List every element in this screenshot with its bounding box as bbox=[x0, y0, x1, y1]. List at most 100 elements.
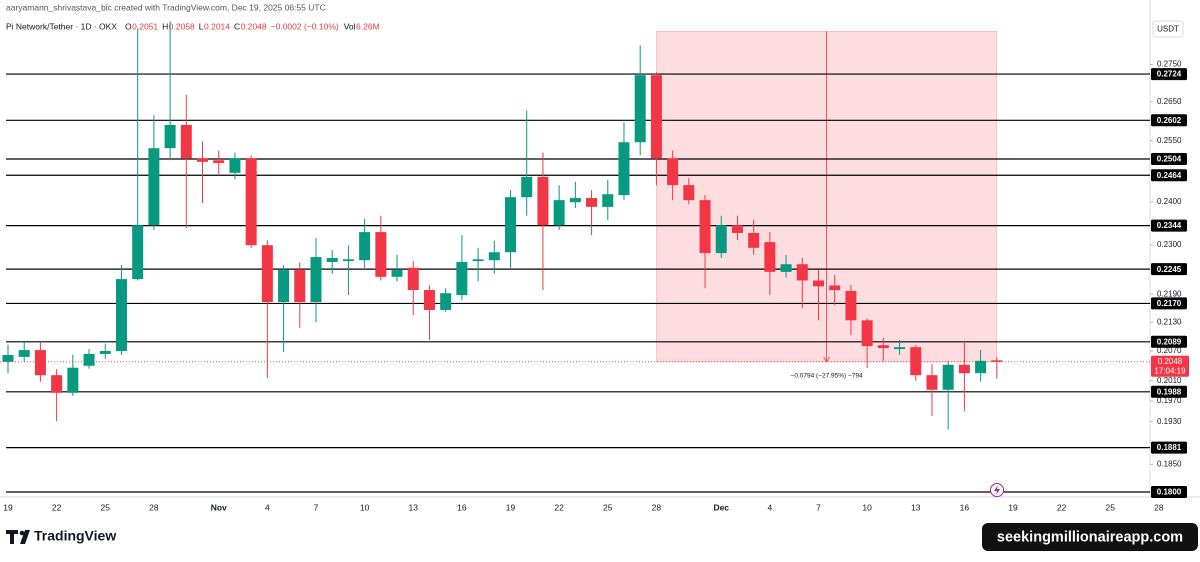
x-tick-label: 19 bbox=[506, 502, 516, 512]
candle-body bbox=[602, 194, 614, 207]
candle-body bbox=[164, 124, 176, 149]
candle-body bbox=[586, 198, 598, 207]
candle-body bbox=[764, 242, 776, 272]
x-tick-label: 10 bbox=[360, 502, 370, 512]
candle-body bbox=[683, 185, 695, 201]
candle-body bbox=[537, 176, 549, 226]
x-tick-label: 10 bbox=[862, 502, 872, 512]
level-badge bbox=[1151, 169, 1187, 182]
candle-body bbox=[456, 261, 468, 296]
level-badge bbox=[1151, 263, 1187, 276]
level-badge bbox=[1151, 441, 1187, 454]
candle-body bbox=[213, 160, 225, 164]
candle-body bbox=[423, 290, 435, 310]
level-badge bbox=[1151, 114, 1187, 127]
level-label: 0.2504 bbox=[1157, 155, 1182, 164]
level-label: 0.1800 bbox=[1157, 488, 1182, 497]
y-tick-label: 0.2650 bbox=[1157, 97, 1182, 106]
legend-change: −0.0002 (−0.10%) bbox=[271, 21, 339, 31]
candle-body bbox=[326, 257, 338, 262]
watermark-box bbox=[982, 523, 1198, 551]
candle-body bbox=[894, 347, 906, 350]
measure-label: −0.0794 (−27.95%) −794 bbox=[791, 373, 863, 380]
level-label: 0.2724 bbox=[1157, 70, 1182, 79]
candle-body bbox=[569, 198, 581, 203]
candle-body bbox=[180, 124, 192, 159]
candle-body bbox=[342, 259, 354, 262]
candle-body bbox=[958, 364, 970, 374]
candle-body bbox=[942, 364, 954, 390]
candle-body bbox=[877, 345, 889, 349]
candle-body bbox=[553, 200, 565, 226]
level-label: 0.2245 bbox=[1157, 265, 1182, 274]
legend-value: 0.2051 bbox=[132, 21, 158, 31]
brand-logo bbox=[6, 530, 30, 544]
plot-area: −0.0794 (−27.95%) −794 bbox=[0, 21, 1150, 493]
candle-body bbox=[796, 264, 808, 281]
x-tick-label: 7 bbox=[314, 502, 319, 512]
currency: USDT bbox=[1157, 25, 1179, 34]
candle-body bbox=[699, 200, 711, 254]
level-label: 0.2602 bbox=[1157, 116, 1182, 125]
candle-body bbox=[521, 176, 533, 198]
candle-body bbox=[99, 351, 111, 354]
candle-body bbox=[926, 375, 938, 390]
level-badge bbox=[1151, 385, 1187, 398]
candle-body bbox=[391, 270, 403, 277]
y-tick-label: 0.1850 bbox=[1157, 459, 1182, 468]
y-tick-label: 0.1970 bbox=[1157, 396, 1182, 405]
candle-body bbox=[51, 375, 63, 393]
watermark: seekingmillionaireapp.com bbox=[997, 529, 1183, 545]
candle-body bbox=[278, 270, 290, 303]
candle-body bbox=[18, 350, 30, 357]
candle-body bbox=[634, 75, 646, 143]
y-tick-label: 0.2750 bbox=[1157, 60, 1182, 69]
x-tick-label: 22 bbox=[1057, 502, 1067, 512]
x-tick-label: 4 bbox=[265, 502, 270, 512]
candle-body bbox=[197, 158, 209, 162]
chart-title: Pi Network/Tether · 1D · OKX bbox=[6, 21, 117, 31]
candle-body bbox=[618, 142, 630, 196]
measure-arrowhead bbox=[823, 356, 830, 363]
y-tick-label: 0.2400 bbox=[1157, 197, 1182, 206]
x-tick-label: 28 bbox=[652, 502, 662, 512]
x-tick-label: 7 bbox=[816, 502, 821, 512]
x-tick-label: 25 bbox=[603, 502, 613, 512]
x-tick-label: 22 bbox=[554, 502, 564, 512]
level-badge bbox=[1151, 68, 1187, 81]
candle-body bbox=[132, 225, 144, 280]
x-tick-label: 4 bbox=[768, 502, 773, 512]
candle-body bbox=[780, 264, 792, 272]
legend-value: 0.2014 bbox=[204, 21, 230, 31]
y-tick-label: 0.2300 bbox=[1157, 240, 1182, 249]
candle-body bbox=[229, 158, 241, 173]
candle-body bbox=[261, 245, 273, 303]
credit: aaryamann_shrivastava_bic created with T… bbox=[6, 2, 326, 12]
candle-body bbox=[2, 354, 14, 362]
candle-body bbox=[440, 293, 452, 310]
x-tick-label: 28 bbox=[149, 502, 159, 512]
candle-body bbox=[505, 197, 517, 253]
level-badge bbox=[1151, 486, 1187, 498]
x-tick-label: Nov bbox=[211, 502, 227, 512]
candle-body bbox=[148, 148, 160, 226]
legend-key: H bbox=[162, 21, 168, 31]
legend-key: L bbox=[199, 21, 204, 31]
x-tick-label: 22 bbox=[52, 502, 62, 512]
level-badge bbox=[1151, 297, 1187, 310]
candle-body bbox=[359, 232, 371, 261]
axes: 0.27500.26500.25500.24000.23000.21900.21… bbox=[3, 60, 1189, 512]
candle-body bbox=[650, 75, 662, 159]
candle-body bbox=[861, 320, 873, 347]
candle-body bbox=[910, 347, 922, 376]
x-tick-label: 25 bbox=[101, 502, 111, 512]
level-label: 0.2170 bbox=[1157, 299, 1182, 308]
legend-key: Vol bbox=[344, 21, 356, 31]
last-price-badge bbox=[1151, 355, 1189, 377]
level-badge bbox=[1151, 335, 1187, 348]
x-tick-label: 28 bbox=[1154, 502, 1164, 512]
x-tick-label: 19 bbox=[3, 502, 13, 512]
candle-body bbox=[731, 225, 743, 233]
candle-body bbox=[748, 232, 760, 248]
candle-body bbox=[83, 353, 95, 366]
